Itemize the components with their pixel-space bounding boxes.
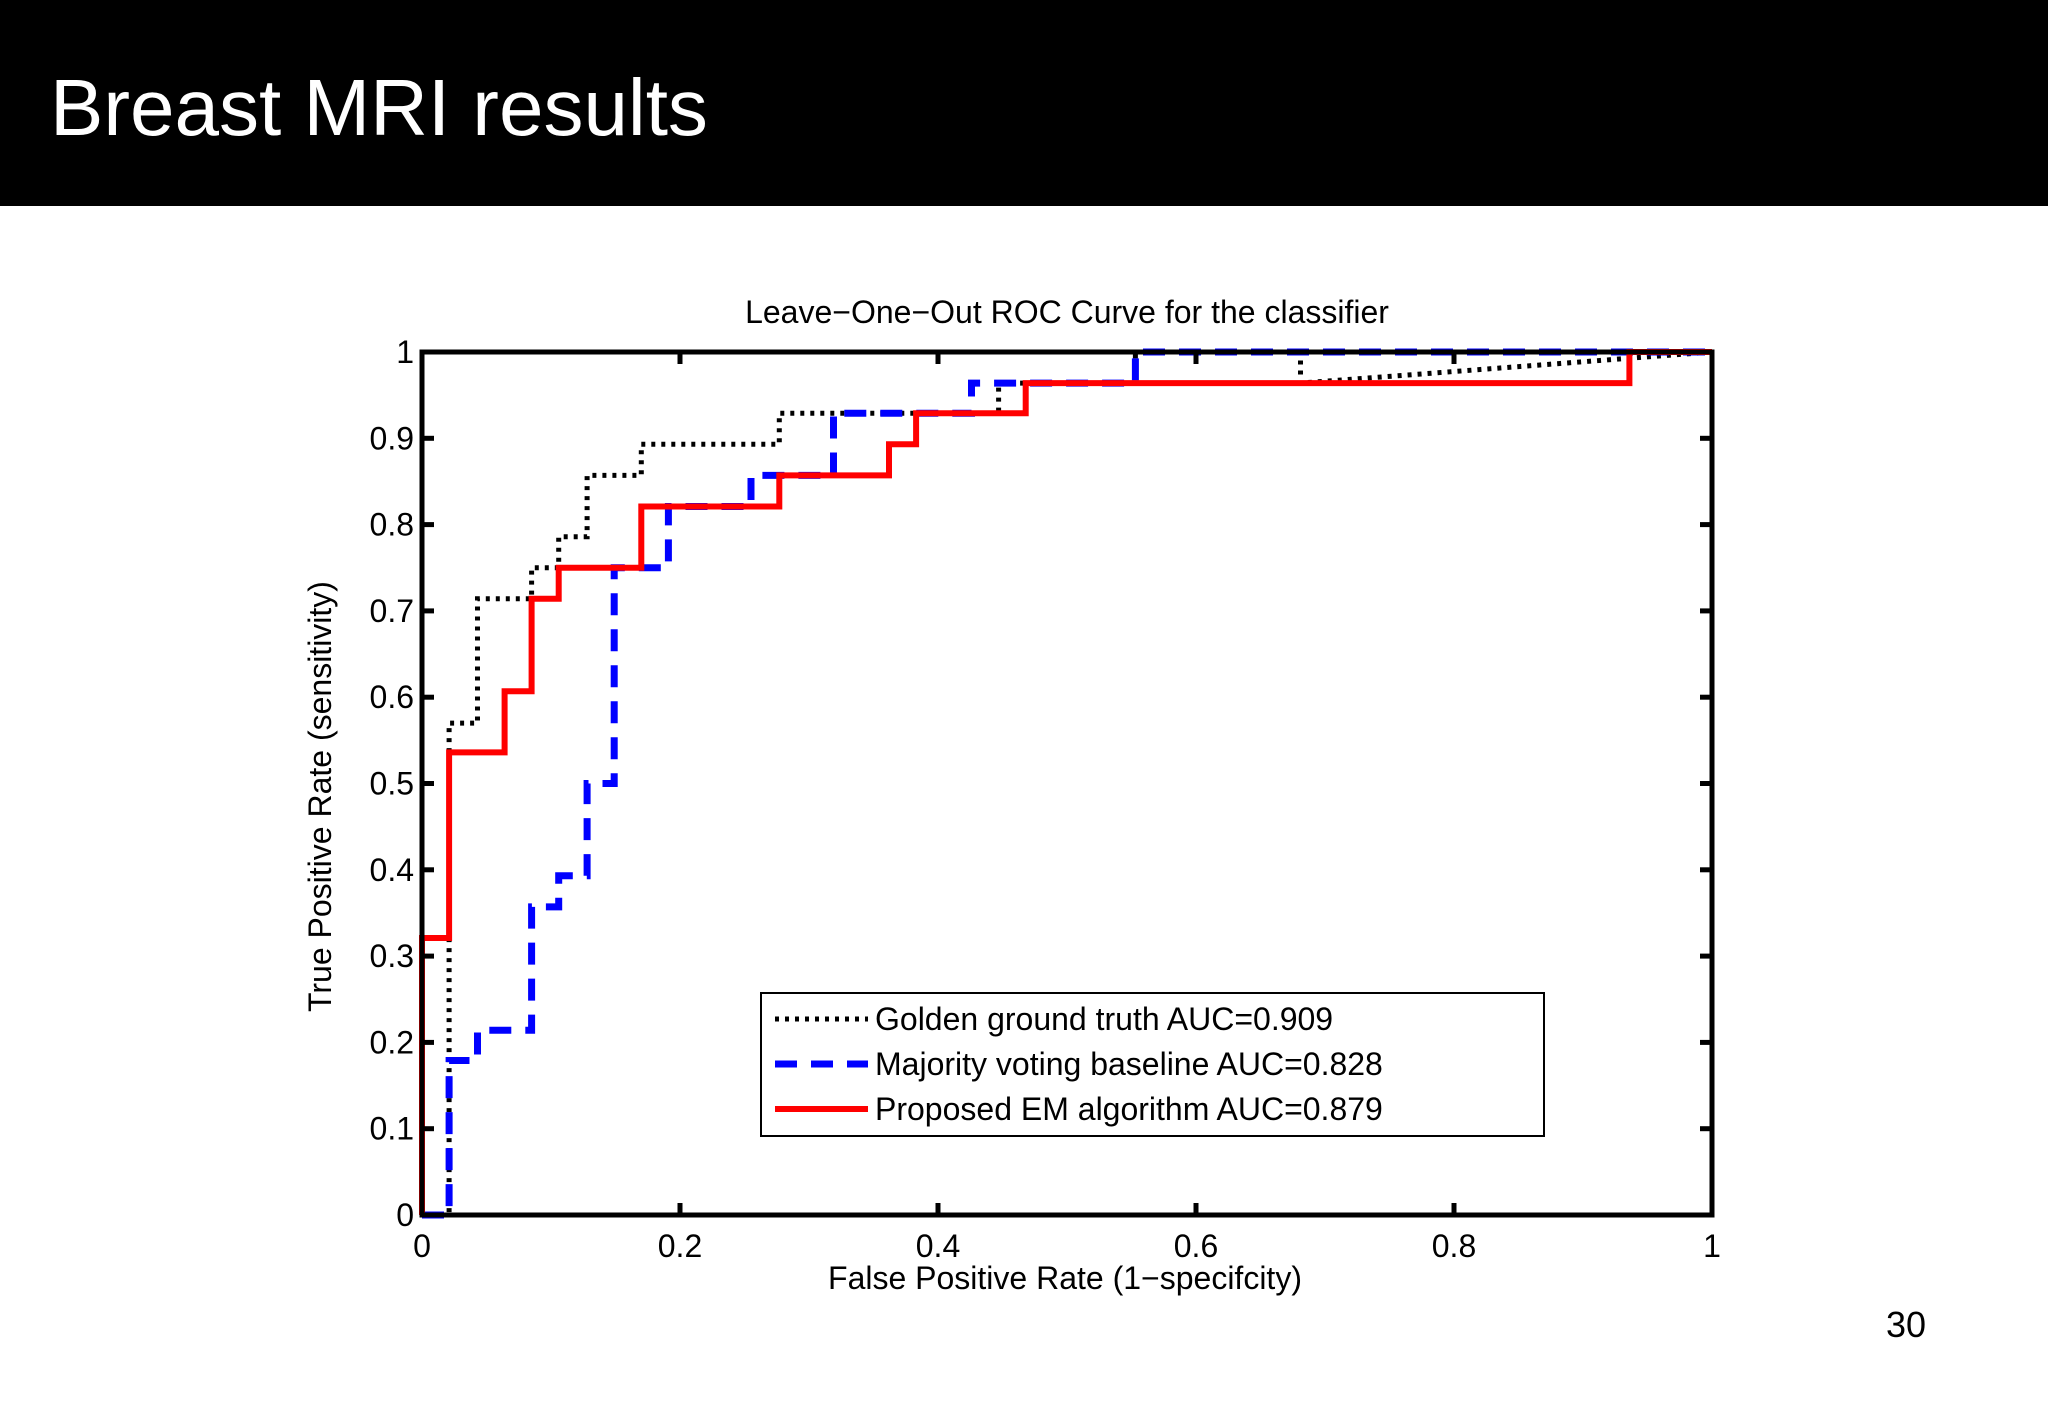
y-axis-label: True Positive Rate (sensitivity)	[302, 581, 338, 1012]
x-tick-label: 0.8	[1432, 1228, 1476, 1264]
y-tick-label: 0.3	[370, 938, 414, 974]
y-tick-label: 0.1	[370, 1111, 414, 1147]
legend-box	[760, 992, 1545, 1137]
y-tick-label: 0.9	[370, 420, 414, 456]
y-tick-label: 0.7	[370, 593, 414, 629]
y-tick-label: 0.5	[370, 766, 414, 802]
slide-page-number: 30	[1885, 1304, 1926, 1345]
series-line-3	[419, 349, 1712, 1215]
legend-entries: Golden ground truth AUC=0.909 Majority vo…	[775, 1001, 1383, 1127]
x-tick-label: 0	[413, 1228, 431, 1264]
x-axis-label: False Positive Rate (1−specifcity)	[828, 1260, 1302, 1296]
legend-label: Golden ground truth AUC=0.909	[875, 1001, 1333, 1037]
x-tick-label: 0.2	[658, 1228, 702, 1264]
series-layer	[419, 348, 1713, 1219]
y-tick-label: 0.6	[370, 679, 414, 715]
legend-label: Majority voting baseline AUC=0.828	[875, 1046, 1383, 1082]
y-tick-label: 0.4	[370, 852, 414, 888]
slide-title: Breast MRI results	[50, 63, 708, 152]
y-tick-label: 1	[396, 334, 414, 370]
x-tick-label: 1	[1703, 1228, 1721, 1264]
chart-title: Leave−One−Out ROC Curve for the classifi…	[745, 294, 1389, 330]
y-tick-label: 0.2	[370, 1024, 414, 1060]
slide-title-bar	[0, 0, 2048, 206]
plot-area-frame	[419, 349, 1715, 1218]
y-tick-label: 0	[396, 1197, 414, 1233]
series-line-2	[422, 348, 1712, 1219]
x-tick-label: 0.6	[1174, 1228, 1218, 1264]
legend-label: Proposed EM algorithm AUC=0.879	[875, 1091, 1383, 1127]
legend: Golden ground truth AUC=0.909 Majority vo…	[760, 992, 1545, 1137]
y-tick-label: 0.8	[370, 507, 414, 543]
x-tick-label: 0.4	[916, 1228, 960, 1264]
